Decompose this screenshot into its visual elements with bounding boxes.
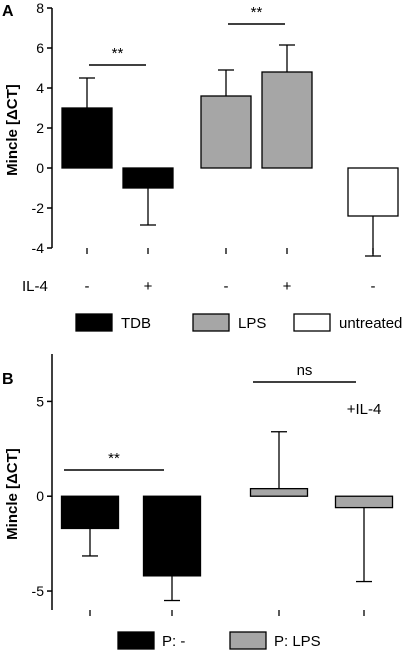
- legend-swatch: [293, 313, 331, 332]
- legend-label: untreated: [339, 315, 402, 332]
- panel-a-bars: [61, 71, 399, 217]
- panel-a-letter: A: [2, 3, 14, 20]
- y-tick-label: 4: [36, 80, 44, 96]
- significance-label: ns: [297, 362, 313, 379]
- legend-swatch: [229, 631, 267, 650]
- bar: [60, 495, 120, 530]
- x-tick-label: -: [371, 278, 376, 295]
- bar: [249, 487, 309, 497]
- y-tick-label: 0: [36, 488, 44, 504]
- panel-a-condition-label: IL-4: [22, 278, 48, 295]
- x-tick-label: -: [85, 278, 90, 295]
- bar-annotation: +IL-4: [347, 401, 382, 418]
- legend-label: P: -: [162, 633, 185, 650]
- bar: [334, 495, 394, 509]
- bar: [200, 95, 252, 169]
- bar-annotation: +IL-4: [155, 524, 190, 541]
- bar: [61, 107, 113, 169]
- bar: [142, 495, 202, 577]
- legend-swatch: [75, 313, 113, 332]
- bar: [347, 167, 399, 217]
- panel-b: B Mincle [ΔCT] -5 0 5 ** ns +IL-4 +IL-4 P: -…: [2, 354, 394, 650]
- legend-swatch: [117, 631, 155, 650]
- x-tick-label: -: [224, 278, 229, 295]
- panel-b-bars: [60, 487, 394, 577]
- panel-a-condition-row: IL-4 - + - + -: [22, 278, 376, 295]
- legend-label: TDB: [121, 315, 151, 332]
- legend-label: P: LPS: [274, 633, 321, 650]
- panel-b-bar-annotations: +IL-4 +IL-4: [155, 401, 382, 541]
- panel-a-significance: ** **: [89, 4, 285, 66]
- panel-b-significance: ** ns: [64, 362, 356, 471]
- panel-b-error-bars: [82, 431, 372, 602]
- y-tick-label: -5: [32, 583, 45, 599]
- y-tick-label: -2: [32, 200, 45, 216]
- y-tick-label: 0: [36, 160, 44, 176]
- panel-b-y-axis: -5 0 5: [32, 354, 365, 616]
- significance-label: **: [112, 45, 124, 62]
- y-tick-label: 8: [36, 0, 44, 16]
- panel-a: A Mincle [ΔCT] -4 -2 0 2 4 6 8 ** ** IL-4 - + - + -…: [2, 0, 402, 332]
- bar: [122, 167, 174, 189]
- panel-b-legend: P: - P: LPS: [117, 631, 321, 650]
- panel-a-legend: TDB LPS untreated: [75, 313, 402, 332]
- panel-b-letter: B: [2, 371, 14, 388]
- legend-swatch: [192, 313, 230, 332]
- panel-a-y-axis-label: Mincle [ΔCT]: [4, 84, 21, 176]
- y-tick-label: 5: [36, 393, 44, 409]
- legend-label: LPS: [238, 315, 266, 332]
- y-tick-label: 2: [36, 120, 44, 136]
- significance-label: **: [108, 450, 120, 467]
- panel-a-y-axis: -4 -2 0 2 4 6 8: [32, 0, 374, 256]
- bar: [261, 71, 313, 169]
- y-tick-label: 6: [36, 40, 44, 56]
- panel-a-error-bars: [79, 44, 381, 257]
- y-tick-label: -4: [32, 240, 45, 256]
- significance-label: **: [251, 4, 263, 21]
- x-tick-label: +: [144, 278, 153, 295]
- panel-b-y-axis-label: Mincle [ΔCT]: [4, 448, 21, 540]
- x-tick-label: +: [283, 278, 292, 295]
